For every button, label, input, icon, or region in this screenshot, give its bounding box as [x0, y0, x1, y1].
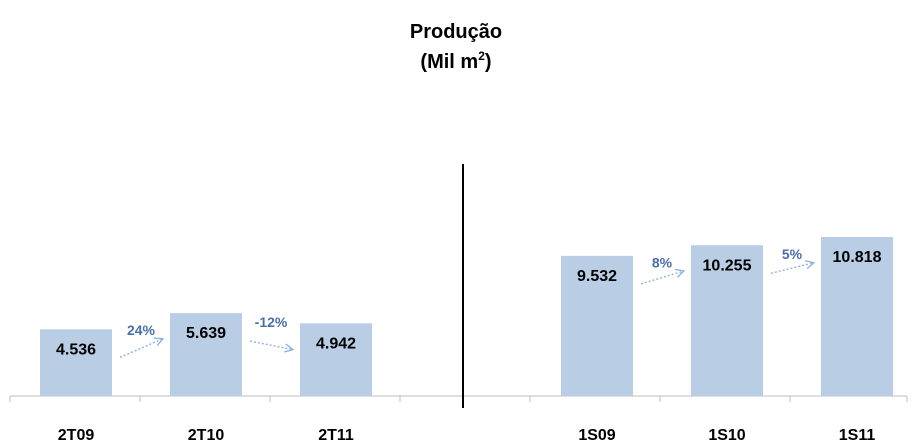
bar [691, 245, 763, 396]
growth-arrow [249, 340, 292, 349]
growth-label: 5% [782, 246, 803, 262]
growth-label: 8% [652, 254, 673, 270]
bar [821, 236, 893, 396]
bar-value-label: 4.942 [316, 335, 356, 352]
category-label: 2T11 [318, 427, 354, 443]
category-label: 1S09 [578, 427, 615, 443]
subtitle-prefix: (Mil m [420, 51, 479, 73]
category-label: 2T10 [188, 427, 225, 443]
growth-label: 24% [127, 322, 156, 338]
bar [300, 323, 372, 396]
bar-value-label: 10.255 [703, 257, 752, 274]
category-label: 1S11 [839, 427, 876, 443]
chart-subtitle: (Mil m2) [0, 44, 912, 74]
bar-value-label: 4.536 [56, 341, 96, 358]
growth-arrow [770, 263, 813, 274]
category-label: 2T09 [58, 427, 95, 443]
chart-title: Produção [409, 21, 503, 43]
bar-value-label: 10.818 [833, 249, 882, 266]
subtitle-suffix: ) [484, 51, 492, 73]
growth-arrow [640, 271, 683, 285]
bar [170, 313, 242, 396]
growth-arrow [119, 339, 162, 358]
subtitle-superscript: 2 [478, 49, 485, 63]
bar [40, 329, 112, 396]
bar [561, 255, 633, 396]
category-label: 1S10 [708, 427, 745, 443]
bar-value-label: 9.532 [577, 268, 617, 285]
growth-label: -12% [255, 314, 288, 330]
bar-value-label: 5.639 [186, 325, 226, 342]
